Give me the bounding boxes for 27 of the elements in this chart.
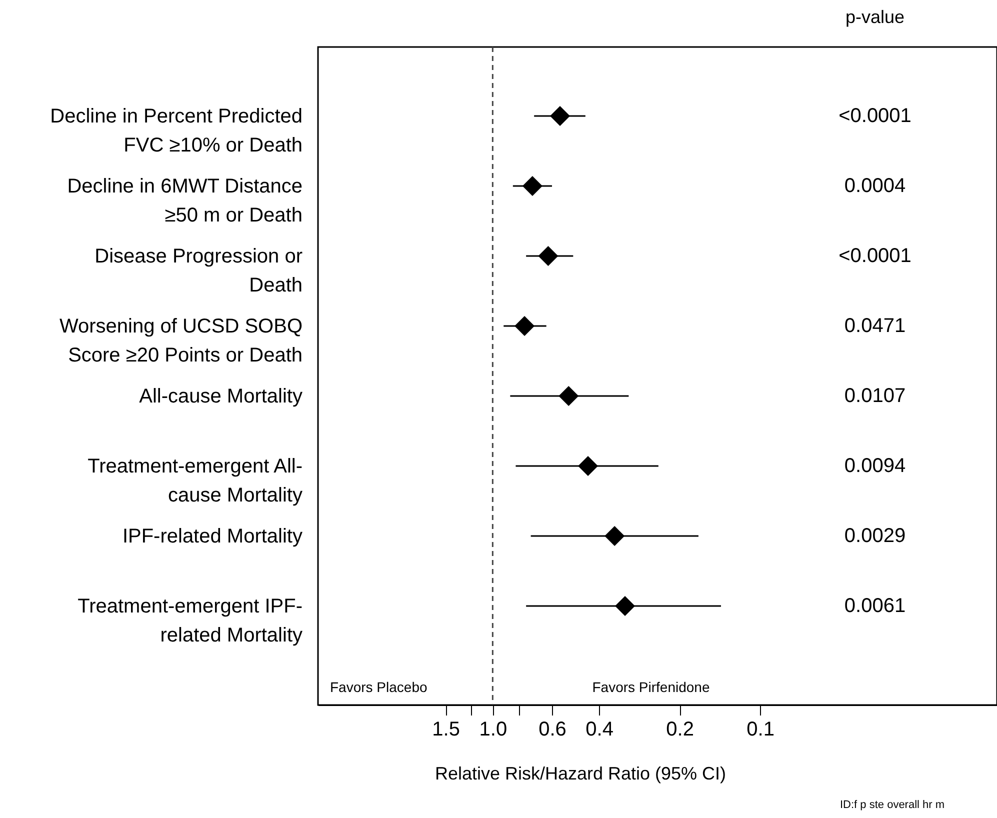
annotation: 0.0061	[844, 595, 906, 617]
annotation: 0.0029	[844, 525, 906, 547]
x-tick-label: 0.2	[666, 718, 694, 740]
x-tick-label: 1.5	[432, 718, 460, 740]
annotation: 0.0004	[844, 175, 906, 197]
y-tick-label: Decline in 6MWT Distance ≥50 m or Death	[67, 176, 302, 226]
y-tick-label: Disease Progression or Death	[94, 246, 303, 296]
x-tick-label: 1.0	[479, 718, 508, 740]
y-tick-label: Treatment-emergent All-cause Mortality	[88, 456, 302, 506]
y-tick-label: Decline in Percent Predicted FVC ≥10% or Death	[50, 106, 302, 156]
annotation: Favors Pirfenidone	[592, 679, 710, 695]
y-tick-label: All-cause Mortality	[139, 386, 302, 408]
annotation: 0.0471	[844, 315, 906, 337]
x-tick-label: 0.1	[746, 718, 774, 740]
x-axis-title: Relative Risk/Hazard Ratio (95% CI)	[434, 764, 726, 784]
annotation: <0.0001	[838, 105, 912, 127]
x-tick-label: 0.6	[538, 718, 566, 740]
annotation: 0.0094	[844, 455, 906, 477]
y-tick-label: Treatment-emergent IPF-related Mortality	[78, 596, 302, 646]
y-tick-label: Worsening of UCSD SOBQ Score ≥20 Points or Death	[59, 316, 302, 366]
text: p-value	[845, 7, 905, 27]
x-tick-label: 0.4	[586, 718, 614, 740]
annotation: 0.0107	[844, 385, 906, 407]
annotation: Favors Placebo	[330, 679, 428, 695]
y-tick-label: IPF-related Mortality	[122, 526, 302, 548]
annotation: <0.0001	[838, 245, 912, 267]
text: ID:f p ste overall hr m	[840, 799, 945, 811]
